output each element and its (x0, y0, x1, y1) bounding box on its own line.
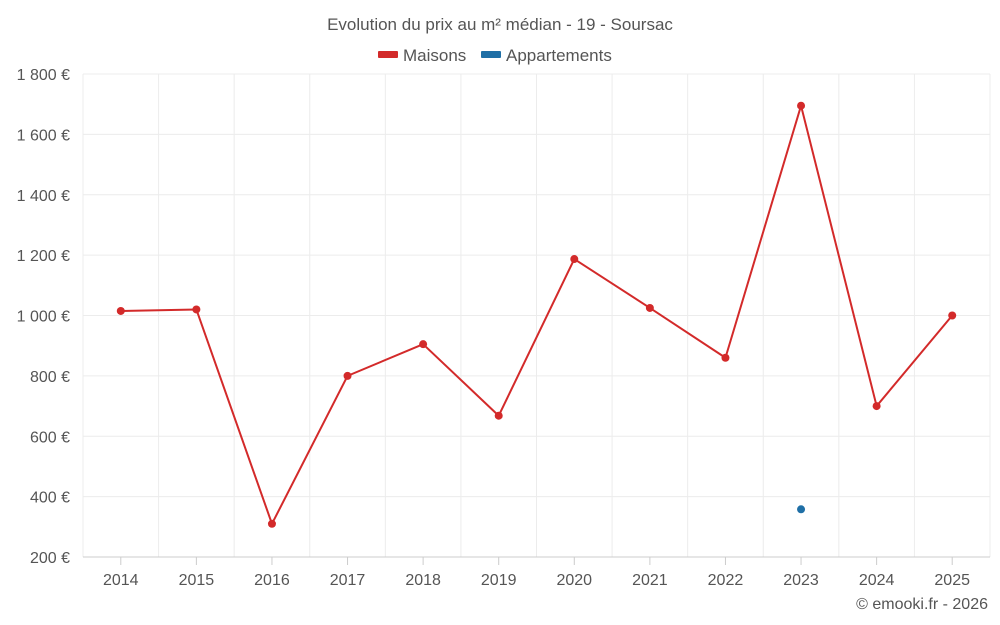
series-maisons (116, 101, 957, 528)
x-tick-label: 2025 (934, 572, 970, 589)
y-tick-label: 1 200 € (17, 248, 70, 265)
data-point-maisons[interactable] (419, 340, 428, 349)
legend-item-maisons[interactable]: Maisons (378, 46, 466, 65)
data-point-maisons[interactable] (267, 519, 276, 528)
x-tick-label: 2023 (783, 572, 819, 589)
series-line-maisons (120, 104, 953, 525)
x-tick-label: 2015 (179, 572, 215, 589)
x-tick-label: 2022 (708, 572, 744, 589)
y-tick-label: 1 800 € (17, 67, 70, 84)
x-tick-label: 2016 (254, 572, 290, 589)
data-point-maisons[interactable] (948, 311, 957, 320)
chart-title: Evolution du prix au m² médian - 19 - So… (327, 15, 673, 34)
data-point-maisons[interactable] (570, 255, 579, 264)
legend-label-maisons: Maisons (403, 46, 466, 65)
y-tick-label: 800 € (30, 369, 70, 386)
x-axis-labels: 2014 2015 2016 2017 2018 2019 2020 2021 2022 2023… (103, 572, 970, 589)
y-tick-label: 600 € (30, 429, 70, 446)
series-appartements (797, 505, 806, 514)
x-tick-label: 2021 (632, 572, 668, 589)
data-point-maisons[interactable] (192, 305, 201, 314)
data-point-maisons[interactable] (116, 306, 125, 315)
y-tick-label: 200 € (30, 550, 70, 567)
y-axis-labels: 200 € 400 € 600 € 800 € 1 000 € 1 200 € 1 400 … (17, 67, 70, 567)
x-gridlines (82, 74, 991, 557)
x-axis-ticks (120, 557, 953, 565)
data-point-maisons[interactable] (645, 303, 654, 312)
x-tick-label: 2017 (330, 572, 366, 589)
data-point-maisons[interactable] (494, 411, 503, 420)
x-tick-label: 2014 (103, 572, 139, 589)
x-tick-label: 2019 (481, 572, 517, 589)
legend[interactable]: Maisons Appartements (378, 46, 612, 65)
data-point-maisons[interactable] (872, 402, 881, 411)
legend-swatch-appartements (481, 51, 501, 58)
y-tick-label: 1 000 € (17, 309, 70, 326)
data-point-maisons[interactable] (343, 371, 352, 380)
x-tick-label: 2020 (556, 572, 592, 589)
legend-item-appartements[interactable]: Appartements (481, 46, 612, 65)
y-tick-label: 1 600 € (17, 127, 70, 144)
x-tick-label: 2018 (405, 572, 441, 589)
series-layer (116, 101, 957, 528)
data-point-maisons[interactable] (721, 353, 730, 362)
x-tick-label: 2024 (859, 572, 895, 589)
legend-swatch-maisons (378, 51, 398, 58)
data-point-appartements[interactable] (797, 505, 806, 514)
credit-text: © emooki.fr - 2026 (856, 596, 988, 613)
y-tick-label: 1 400 € (17, 188, 70, 205)
data-point-maisons[interactable] (797, 101, 806, 110)
y-tick-label: 400 € (30, 490, 70, 507)
legend-label-appartements: Appartements (506, 46, 612, 65)
